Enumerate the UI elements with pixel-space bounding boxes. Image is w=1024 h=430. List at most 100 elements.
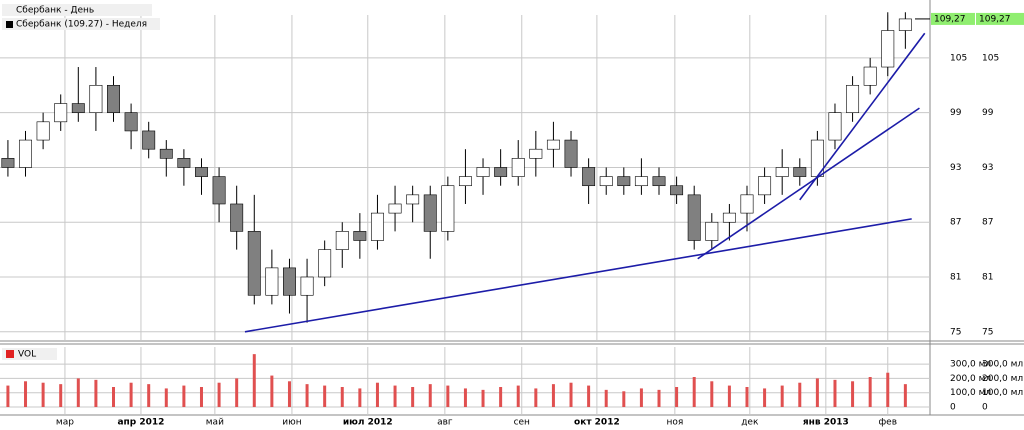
x-tick-label: май	[206, 418, 224, 428]
candle-body	[617, 176, 631, 187]
candle-body	[89, 84, 103, 113]
y-tick-label: 200,0 мл	[982, 374, 1023, 384]
x-tick-label: ноя	[666, 418, 683, 428]
y-tick-label: 100,0 мл	[950, 388, 991, 398]
volume-bar	[94, 379, 98, 407]
candle-body	[458, 176, 472, 187]
volume-title: VOL	[18, 350, 36, 360]
legend-box	[2, 4, 152, 16]
candle-body	[300, 276, 314, 296]
volume-bar	[358, 388, 362, 407]
y-tick-label: 0	[982, 403, 988, 413]
candle-body	[388, 203, 402, 214]
volume-bar	[551, 384, 555, 407]
volume-bar	[868, 377, 872, 407]
candle-body	[546, 139, 560, 150]
volume-bar	[411, 387, 415, 407]
volume-bar	[499, 387, 503, 407]
y-tick-label: 300,0 мл	[982, 360, 1023, 370]
y-tick-label: 200,0 мл	[950, 374, 991, 384]
candle-body	[634, 176, 648, 187]
volume-bar	[428, 384, 432, 407]
volume-bar	[323, 385, 327, 407]
candle-body	[177, 158, 191, 168]
volume-bar	[340, 387, 344, 407]
volume-bar	[199, 387, 203, 407]
volume-bar	[657, 389, 661, 407]
candle-body	[828, 112, 842, 141]
volume-bar	[481, 389, 485, 407]
x-tick-label: июл 2012	[343, 418, 393, 428]
candle-body	[529, 148, 543, 159]
last-price-label: 109,27	[934, 14, 966, 24]
y-tick-label: 300,0 мл	[950, 360, 991, 370]
chart-title: Сбербанк - День	[16, 6, 94, 16]
candle-body	[36, 121, 50, 141]
last-price-tag	[976, 12, 1024, 25]
candle-body	[353, 231, 367, 241]
y-tick-label: 81	[950, 273, 961, 283]
trend-line	[799, 32, 926, 201]
volume-bar	[534, 388, 538, 407]
legend-swatch	[6, 21, 13, 28]
candle-body	[599, 176, 613, 187]
y-tick-label: 105	[950, 53, 967, 63]
volume-bar	[287, 381, 291, 407]
y-tick-label: 93	[950, 163, 961, 173]
candle-body	[230, 203, 244, 232]
candle-body	[406, 194, 420, 205]
volume-bar	[6, 385, 10, 407]
x-tick-label: сен	[514, 418, 530, 428]
volume-bar	[587, 385, 591, 407]
y-tick-label: 75	[982, 327, 993, 337]
volume-bar	[710, 381, 714, 407]
volume-bar	[851, 381, 855, 407]
y-tick-label: 105	[982, 53, 999, 63]
volume-bar	[622, 391, 626, 407]
y-tick-label: 100,0 мл	[982, 388, 1023, 398]
volume-bar	[463, 388, 467, 407]
volume-bar	[41, 382, 45, 407]
candle-body	[652, 176, 666, 187]
candle-body	[1, 158, 15, 168]
candle-body	[670, 185, 684, 196]
volume-bar	[569, 382, 573, 407]
volume-bar	[639, 388, 643, 407]
y-tick-label: 81	[982, 273, 993, 283]
volume-bar	[446, 385, 450, 407]
candle-body	[511, 158, 525, 177]
legend-box	[2, 348, 57, 360]
candle-body	[687, 194, 701, 241]
candle-body	[494, 167, 508, 177]
candle-body	[107, 84, 120, 113]
volume-bar	[745, 387, 749, 407]
candle-body	[881, 30, 895, 68]
candle-body	[898, 18, 912, 31]
candle-body	[142, 130, 156, 150]
candle-body	[19, 139, 32, 168]
x-tick-label: фев	[878, 418, 897, 428]
last-price-label: 109,27	[979, 14, 1011, 24]
volume-bar	[182, 385, 186, 407]
volume-bar	[833, 379, 837, 407]
volume-bar	[375, 382, 379, 407]
volume-bar	[393, 385, 397, 407]
candle-body	[370, 212, 384, 241]
y-tick-label: 0	[950, 403, 956, 413]
candle-body	[71, 103, 85, 113]
candle-body	[195, 167, 208, 177]
candle-body	[283, 267, 296, 296]
x-tick-label: апр 2012	[117, 418, 164, 428]
volume-bar	[516, 385, 520, 407]
volume-bar	[305, 384, 309, 407]
x-tick-label: авг	[437, 418, 453, 428]
candle-body	[740, 194, 754, 214]
candle-body	[476, 167, 490, 177]
x-tick-label: дек	[741, 418, 759, 428]
x-tick-label: июн	[282, 418, 301, 428]
volume-bar	[815, 378, 819, 407]
candle-body	[423, 194, 437, 232]
y-tick-label: 87	[950, 218, 961, 228]
chart-subtitle: Сбербанк (109.27) - Неделя	[16, 20, 147, 30]
volume-bar	[235, 378, 239, 407]
